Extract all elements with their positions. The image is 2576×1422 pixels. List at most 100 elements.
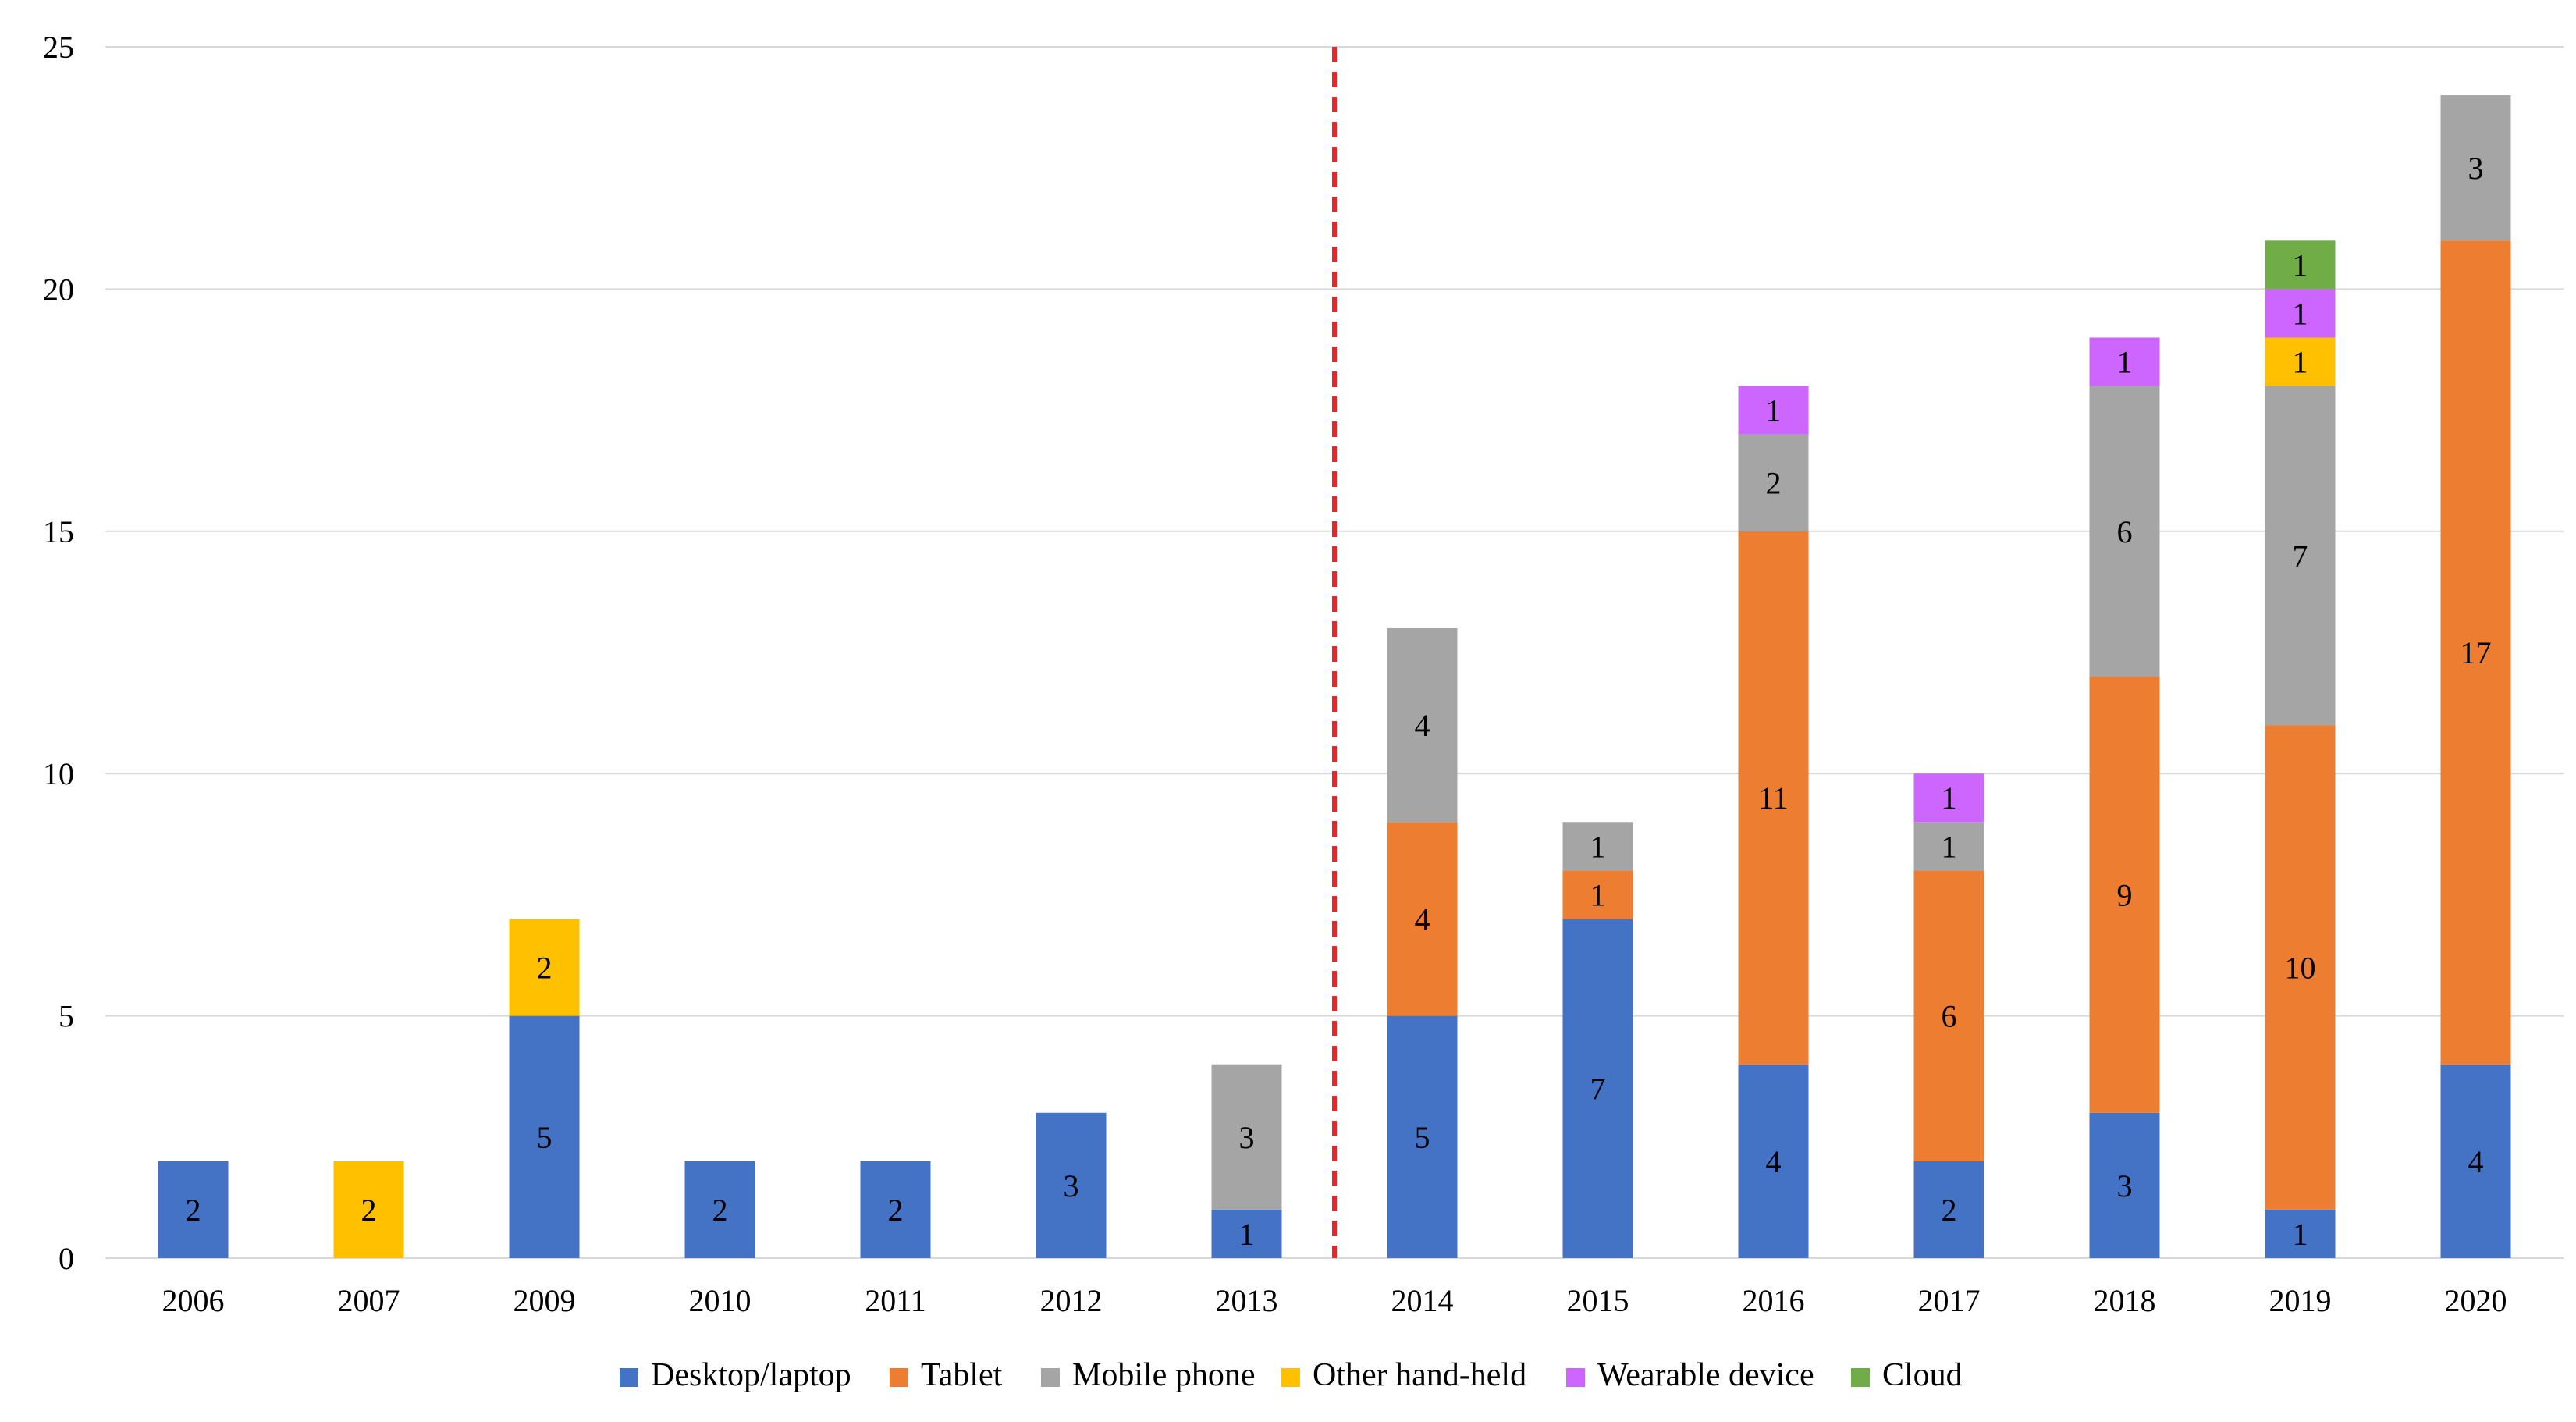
bar-segment	[1387, 1015, 1458, 1258]
y-tick-label: 25	[43, 30, 74, 65]
legend-label: Cloud	[1882, 1357, 1963, 1393]
data-label: 2	[186, 1193, 201, 1228]
x-tick-label: 2015	[1567, 1283, 1629, 1318]
x-tick-label: 2007	[338, 1283, 400, 1318]
legend-label: Other hand-held	[1313, 1357, 1526, 1393]
bar-segment	[333, 1161, 404, 1258]
bar-segment	[1387, 822, 1458, 1016]
bar-segment	[1738, 531, 1809, 1065]
bar-segment	[2265, 386, 2336, 726]
bar-segment	[1738, 1064, 1809, 1258]
data-label: 1	[1590, 829, 1606, 864]
legend-swatch	[1566, 1368, 1585, 1387]
x-tick-label: 2018	[2094, 1283, 2156, 1318]
data-label: 5	[537, 1120, 553, 1155]
bar-segment	[1387, 627, 1458, 823]
data-label: 1	[2293, 345, 2308, 380]
x-tick-label: 2019	[2269, 1283, 2332, 1318]
y-tick-label: 0	[59, 1241, 74, 1276]
legend-label: Desktop/laptop	[651, 1357, 851, 1393]
bar-segment	[509, 919, 580, 1016]
x-tick-label: 2014	[1391, 1283, 1454, 1318]
bar-segment	[2440, 95, 2511, 241]
bar-segment	[2265, 1209, 2336, 1258]
data-label: 1	[1239, 1217, 1255, 1252]
bar-segment	[2440, 1064, 2511, 1258]
data-label: 9	[2117, 877, 2133, 912]
bar-segment	[1913, 773, 1984, 823]
data-label: 2	[712, 1193, 728, 1228]
bar-segment	[684, 1161, 755, 1258]
data-label: 7	[2293, 539, 2308, 574]
bar-segment	[2265, 240, 2336, 290]
data-label: 4	[1415, 901, 1430, 937]
data-label: 1	[1590, 877, 1606, 912]
data-label: 11	[1758, 780, 1789, 816]
bar-segment	[2440, 240, 2511, 1065]
x-tick-label: 2012	[1040, 1283, 1103, 1318]
bar-segment	[1211, 1209, 1282, 1258]
data-label: 6	[2117, 514, 2133, 549]
legend: Desktop/laptop Tablet Mobile phone Other ha…	[620, 1357, 1963, 1393]
x-axis-ticks: 2006 2007 2009 2010 2011 2012 2013 2014 2015 2016…	[162, 1283, 2507, 1318]
legend-label: Wearable device	[1597, 1357, 1814, 1393]
y-tick-label: 20	[43, 272, 74, 307]
bar-segment	[2089, 386, 2160, 677]
bar-segment	[1562, 870, 1633, 919]
bars	[158, 95, 2511, 1258]
legend-label: Tablet	[921, 1357, 1003, 1393]
bar-segment	[158, 1161, 229, 1258]
x-tick-label: 2013	[1216, 1283, 1278, 1318]
data-label: 3	[1064, 1168, 1079, 1203]
x-tick-label: 2010	[689, 1283, 751, 1318]
bar-segment	[2265, 725, 2336, 1210]
bar-segment	[509, 1015, 580, 1258]
data-label: 2	[537, 951, 553, 986]
y-axis-ticks: 0 5 10 15 20 25	[43, 30, 74, 1276]
y-tick-label: 10	[43, 756, 74, 791]
bar-segment	[1211, 1064, 1282, 1210]
data-label: 1	[1766, 393, 1782, 428]
bar-segment	[2089, 1112, 2160, 1258]
x-tick-label: 2020	[2445, 1283, 2507, 1318]
legend-swatch	[620, 1368, 638, 1387]
data-label: 7	[1590, 1072, 1606, 1107]
bar-segment	[2089, 677, 2160, 1113]
data-label: 1	[1942, 780, 1957, 816]
x-tick-label: 2016	[1743, 1283, 1805, 1318]
data-label: 1	[2293, 247, 2308, 283]
y-tick-label: 15	[43, 514, 74, 549]
legend-swatch	[890, 1368, 908, 1387]
legend-label: Mobile phone	[1072, 1357, 1255, 1393]
bar-segment	[1913, 870, 1984, 1161]
bar-segment	[1738, 386, 1809, 435]
data-label: 4	[1766, 1144, 1782, 1179]
data-label: 1	[2117, 345, 2133, 380]
data-label: 3	[2117, 1168, 2133, 1203]
data-label: 2	[1942, 1193, 1957, 1228]
legend-swatch	[1041, 1368, 1060, 1387]
bar-segment	[860, 1161, 931, 1258]
bar-segment	[1913, 822, 1984, 871]
bar-segment	[2265, 289, 2336, 338]
data-label: 2	[361, 1193, 377, 1228]
x-tick-label: 2017	[1918, 1283, 1981, 1318]
bar-segment	[2089, 337, 2160, 386]
bar-segment	[2265, 337, 2336, 386]
data-label: 1	[2293, 1217, 2308, 1252]
data-label: 1	[1942, 829, 1957, 864]
data-label: 4	[2468, 1144, 2484, 1179]
data-label: 1	[2293, 296, 2308, 331]
x-tick-label: 2009	[513, 1283, 576, 1318]
data-label: 6	[1942, 999, 1957, 1034]
y-tick-label: 5	[59, 999, 74, 1034]
data-label: 3	[2468, 151, 2484, 186]
data-label: 10	[2285, 951, 2316, 986]
data-label: 5	[1415, 1120, 1430, 1155]
data-label: 2	[1766, 466, 1782, 501]
bar-segment	[1562, 919, 1633, 1258]
x-tick-label: 2006	[162, 1283, 225, 1318]
bar-segment	[1036, 1112, 1107, 1258]
